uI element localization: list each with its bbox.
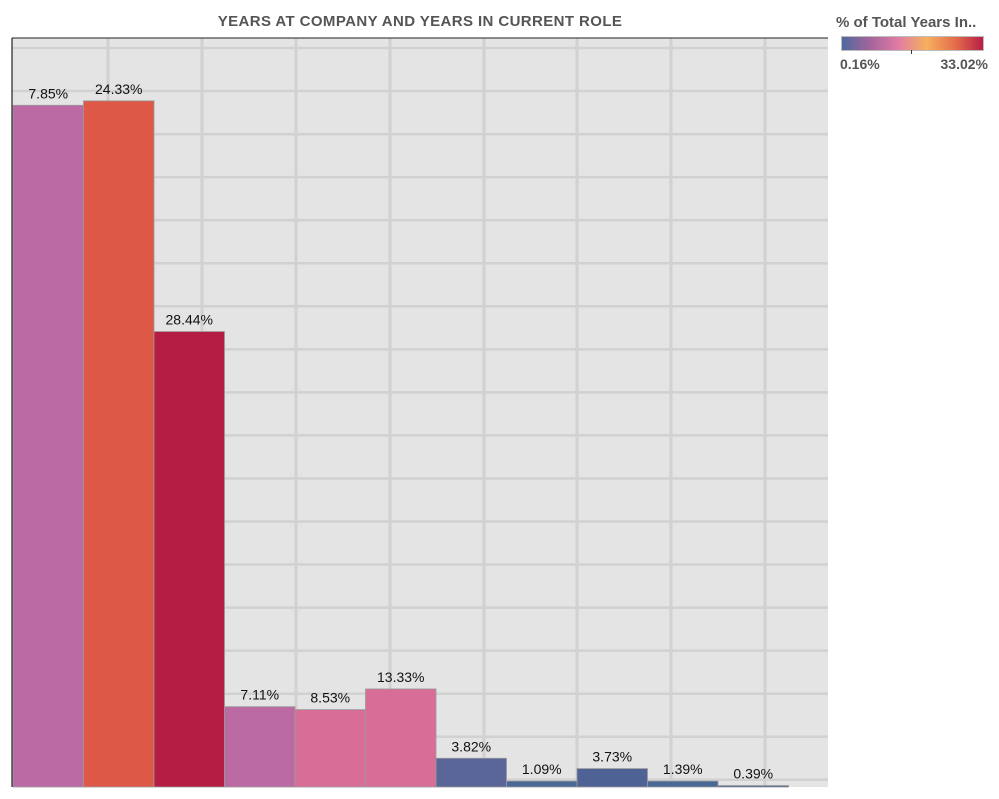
bar [647, 780, 719, 788]
bar-value-label: 3.73% [592, 749, 632, 765]
legend-max-label: 33.02% [940, 56, 988, 72]
bar [435, 757, 507, 788]
bar [153, 331, 225, 788]
bar-value-label: 7.85% [28, 85, 68, 101]
bar-value-label: 28.44% [166, 312, 213, 328]
bar-value-label: 3.82% [451, 738, 491, 754]
legend-title: % of Total Years In.. [836, 14, 977, 31]
bar-value-label: 24.33% [95, 81, 142, 97]
bar-value-label: 0.39% [733, 766, 773, 782]
legend-midpoint-tick [911, 50, 912, 54]
bar [12, 104, 84, 788]
bar-value-label: 1.39% [663, 761, 703, 777]
bar [506, 780, 578, 788]
legend-gradient-bar [841, 36, 984, 51]
bar [83, 100, 155, 788]
bar [576, 768, 648, 788]
bar [717, 785, 789, 788]
bar-value-label: 1.09% [522, 761, 562, 777]
chart-title: YEARS AT COMPANY AND YEARS IN CURRENT RO… [217, 13, 623, 30]
bar-value-label: 8.53% [310, 690, 350, 706]
bar [294, 709, 366, 788]
bar [224, 706, 296, 788]
bar [365, 688, 437, 788]
legend-min-label: 0.16% [840, 56, 880, 72]
bar-value-label: 13.33% [377, 669, 424, 685]
color-legend: % of Total Years In.. 0.16% 33.02% [836, 14, 996, 72]
bar-value-label: 7.11% [240, 687, 279, 703]
